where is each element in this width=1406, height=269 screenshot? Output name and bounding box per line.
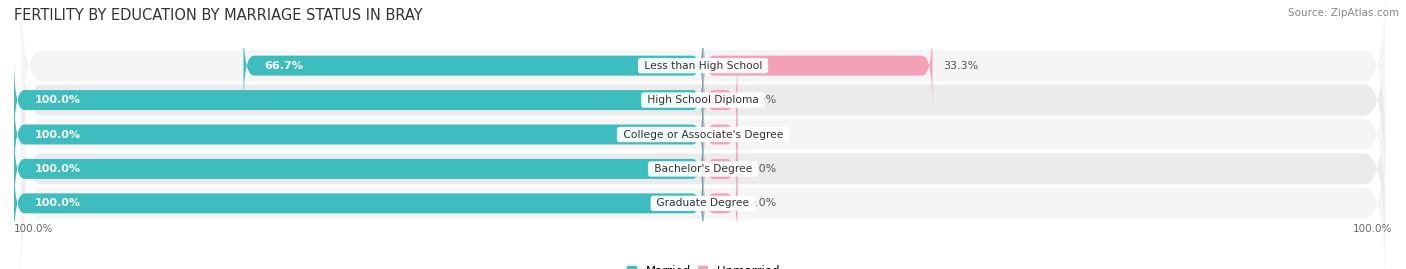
FancyBboxPatch shape <box>14 162 703 245</box>
Text: High School Diploma: High School Diploma <box>644 95 762 105</box>
Text: 0.0%: 0.0% <box>748 95 776 105</box>
FancyBboxPatch shape <box>703 162 738 245</box>
FancyBboxPatch shape <box>21 81 1385 257</box>
FancyBboxPatch shape <box>21 12 1385 188</box>
Text: 100.0%: 100.0% <box>35 164 80 174</box>
Text: 100.0%: 100.0% <box>35 198 80 208</box>
FancyBboxPatch shape <box>703 24 932 107</box>
Text: 0.0%: 0.0% <box>748 164 776 174</box>
FancyBboxPatch shape <box>703 58 738 142</box>
FancyBboxPatch shape <box>703 93 738 176</box>
Text: FERTILITY BY EDUCATION BY MARRIAGE STATUS IN BRAY: FERTILITY BY EDUCATION BY MARRIAGE STATU… <box>14 8 423 23</box>
FancyBboxPatch shape <box>703 127 738 211</box>
FancyBboxPatch shape <box>14 58 703 142</box>
Text: Less than High School: Less than High School <box>641 61 765 71</box>
Text: College or Associate's Degree: College or Associate's Degree <box>620 129 786 140</box>
FancyBboxPatch shape <box>14 127 703 211</box>
Legend: Married, Unmarried: Married, Unmarried <box>624 262 782 269</box>
Text: 33.3%: 33.3% <box>943 61 979 71</box>
Text: 0.0%: 0.0% <box>748 129 776 140</box>
Text: 100.0%: 100.0% <box>14 224 53 234</box>
Text: Source: ZipAtlas.com: Source: ZipAtlas.com <box>1288 8 1399 18</box>
FancyBboxPatch shape <box>21 0 1385 153</box>
Text: 100.0%: 100.0% <box>35 95 80 105</box>
FancyBboxPatch shape <box>21 116 1385 269</box>
FancyBboxPatch shape <box>243 24 703 107</box>
Text: 0.0%: 0.0% <box>748 198 776 208</box>
Text: 100.0%: 100.0% <box>1353 224 1392 234</box>
FancyBboxPatch shape <box>21 47 1385 222</box>
FancyBboxPatch shape <box>14 93 703 176</box>
Text: Graduate Degree: Graduate Degree <box>654 198 752 208</box>
Text: 66.7%: 66.7% <box>264 61 304 71</box>
Text: Bachelor's Degree: Bachelor's Degree <box>651 164 755 174</box>
Text: 100.0%: 100.0% <box>35 129 80 140</box>
